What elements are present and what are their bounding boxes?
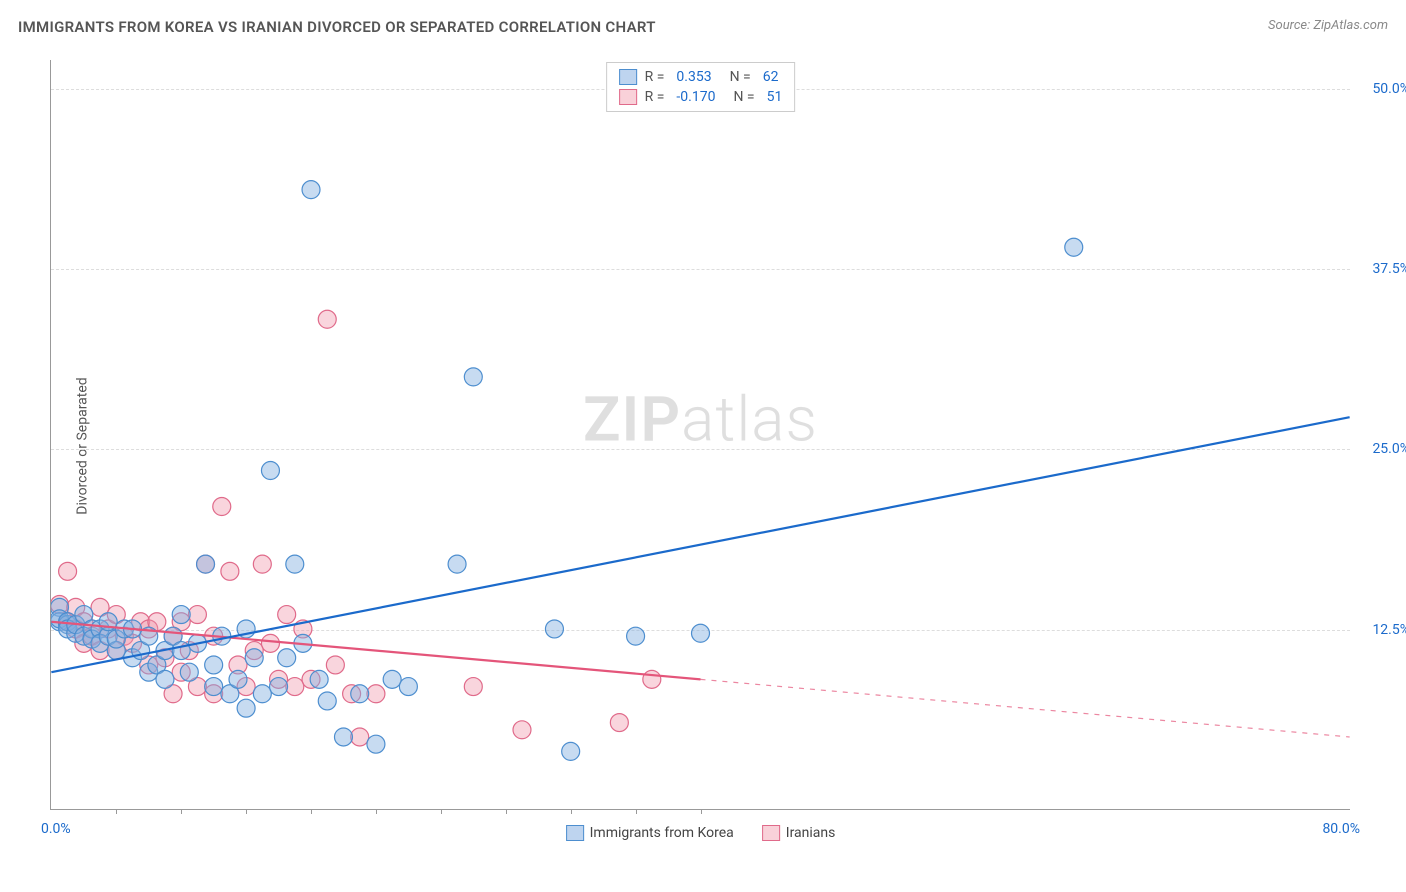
- data-point: [367, 685, 385, 703]
- regression-line-extrapolated: [701, 679, 1350, 737]
- data-point: [302, 181, 320, 199]
- data-point: [318, 692, 336, 710]
- data-point: [1065, 238, 1083, 256]
- y-tick-label: 37.5%: [1372, 261, 1406, 277]
- data-point: [188, 606, 206, 624]
- data-point: [245, 649, 263, 667]
- x-tick: [311, 809, 312, 814]
- data-point: [448, 555, 466, 573]
- data-point: [464, 678, 482, 696]
- data-point: [229, 670, 247, 688]
- swatch-blue-icon: [619, 69, 637, 85]
- data-point: [399, 678, 417, 696]
- data-point: [286, 555, 304, 573]
- data-point: [318, 310, 336, 328]
- data-point: [221, 562, 239, 580]
- x-tick: [246, 809, 247, 814]
- y-tick-label: 25.0%: [1372, 441, 1406, 457]
- correlation-legend: R = 0.353 N = 62 R = -0.170 N = 51: [606, 62, 796, 112]
- data-point: [367, 735, 385, 753]
- swatch-pink-icon: [762, 825, 780, 841]
- data-point: [286, 678, 304, 696]
- data-point: [351, 685, 369, 703]
- legend-item-blue: Immigrants from Korea: [566, 825, 734, 841]
- data-point: [156, 670, 174, 688]
- chart-title: IMMIGRANTS FROM KOREA VS IRANIAN DIVORCE…: [18, 18, 656, 36]
- x-tick: [571, 809, 572, 814]
- y-tick-label: 50.0%: [1372, 81, 1406, 97]
- data-point: [180, 663, 198, 681]
- x-tick: [441, 809, 442, 814]
- y-tick-label: 12.5%: [1372, 622, 1406, 638]
- legend-row-pink: R = -0.170 N = 51: [607, 87, 795, 107]
- data-point: [253, 555, 271, 573]
- data-point: [278, 649, 296, 667]
- series-legend: Immigrants from Korea Iranians: [566, 825, 836, 841]
- data-point: [205, 656, 223, 674]
- data-point: [513, 721, 531, 739]
- data-point: [172, 606, 190, 624]
- data-point: [627, 627, 645, 645]
- data-point: [197, 555, 215, 573]
- data-point: [383, 670, 401, 688]
- x-tick: [181, 809, 182, 814]
- x-tick: [701, 809, 702, 814]
- data-point: [59, 562, 77, 580]
- x-max-label: 80.0%: [1322, 821, 1360, 837]
- data-point: [205, 678, 223, 696]
- data-point: [562, 742, 580, 760]
- data-point: [237, 699, 255, 717]
- x-tick: [116, 809, 117, 814]
- data-point: [545, 620, 563, 638]
- x-tick: [506, 809, 507, 814]
- plot-svg: [51, 60, 1350, 809]
- data-point: [278, 606, 296, 624]
- data-point: [261, 634, 279, 652]
- data-point: [351, 728, 369, 746]
- data-point: [334, 728, 352, 746]
- scatter-chart: ZIPatlas R = 0.353 N = 62 R = -0.170 N =…: [50, 60, 1350, 810]
- data-point: [270, 678, 288, 696]
- data-point: [253, 685, 271, 703]
- swatch-blue-icon: [566, 825, 584, 841]
- swatch-pink-icon: [619, 89, 637, 105]
- data-point: [464, 368, 482, 386]
- data-point: [610, 714, 628, 732]
- legend-row-blue: R = 0.353 N = 62: [607, 67, 795, 87]
- x-origin-label: 0.0%: [41, 821, 71, 837]
- legend-item-pink: Iranians: [762, 825, 836, 841]
- data-point: [172, 642, 190, 660]
- data-point: [310, 670, 328, 688]
- data-point: [261, 462, 279, 480]
- source-attribution: Source: ZipAtlas.com: [1268, 18, 1388, 33]
- data-point: [692, 624, 710, 642]
- data-point: [213, 498, 231, 516]
- data-point: [643, 670, 661, 688]
- x-tick: [636, 809, 637, 814]
- x-tick: [376, 809, 377, 814]
- data-point: [326, 656, 344, 674]
